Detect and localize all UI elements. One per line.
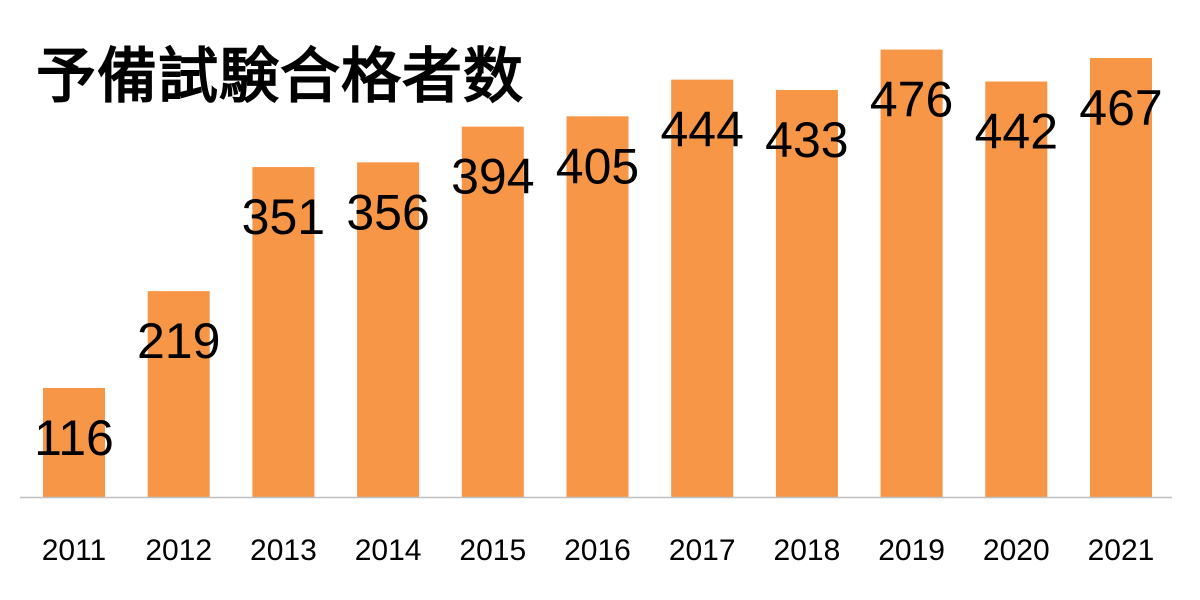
bar-2013 — [252, 167, 315, 497]
bar-2018 — [775, 89, 838, 497]
x-tick-label-2019: 2019 — [878, 534, 945, 567]
bar-2011 — [43, 387, 105, 497]
bar-2017 — [671, 79, 734, 497]
data-label-2011: 116 — [34, 410, 114, 466]
x-tick-label-2020: 2020 — [983, 534, 1050, 567]
chart-title: 予備試験合格者数 — [36, 43, 524, 110]
bar-2021 — [1090, 58, 1152, 498]
bar-2015 — [461, 126, 524, 497]
data-label-2015: 394 — [451, 149, 534, 205]
data-label-2020: 442 — [975, 104, 1058, 160]
data-label-2021: 467 — [1079, 80, 1162, 136]
bar-2016 — [566, 116, 629, 498]
x-tick-label-2018: 2018 — [774, 534, 841, 567]
x-tick-label-2014: 2014 — [355, 534, 422, 567]
data-label-2017: 444 — [660, 102, 743, 158]
data-label-2016: 405 — [556, 138, 639, 194]
data-label-2013: 351 — [242, 189, 325, 245]
x-tick-label-2012: 2012 — [145, 534, 212, 567]
bar-2019 — [880, 49, 943, 498]
bar-2020 — [985, 81, 1048, 498]
data-label-2019: 476 — [870, 72, 953, 128]
x-tick-label-2021: 2021 — [1088, 534, 1155, 567]
x-tick-label-2013: 2013 — [250, 534, 317, 567]
data-label-2012: 219 — [137, 313, 220, 369]
data-label-2014: 356 — [346, 184, 429, 240]
x-tick-label-2017: 2017 — [669, 534, 736, 567]
data-label-2018: 433 — [765, 112, 848, 168]
bar-2012 — [147, 291, 210, 497]
x-tick-label-2011: 2011 — [42, 534, 107, 567]
bar-2014 — [357, 162, 420, 498]
x-tick-label-2015: 2015 — [459, 534, 526, 567]
x-tick-label-2016: 2016 — [564, 534, 631, 567]
